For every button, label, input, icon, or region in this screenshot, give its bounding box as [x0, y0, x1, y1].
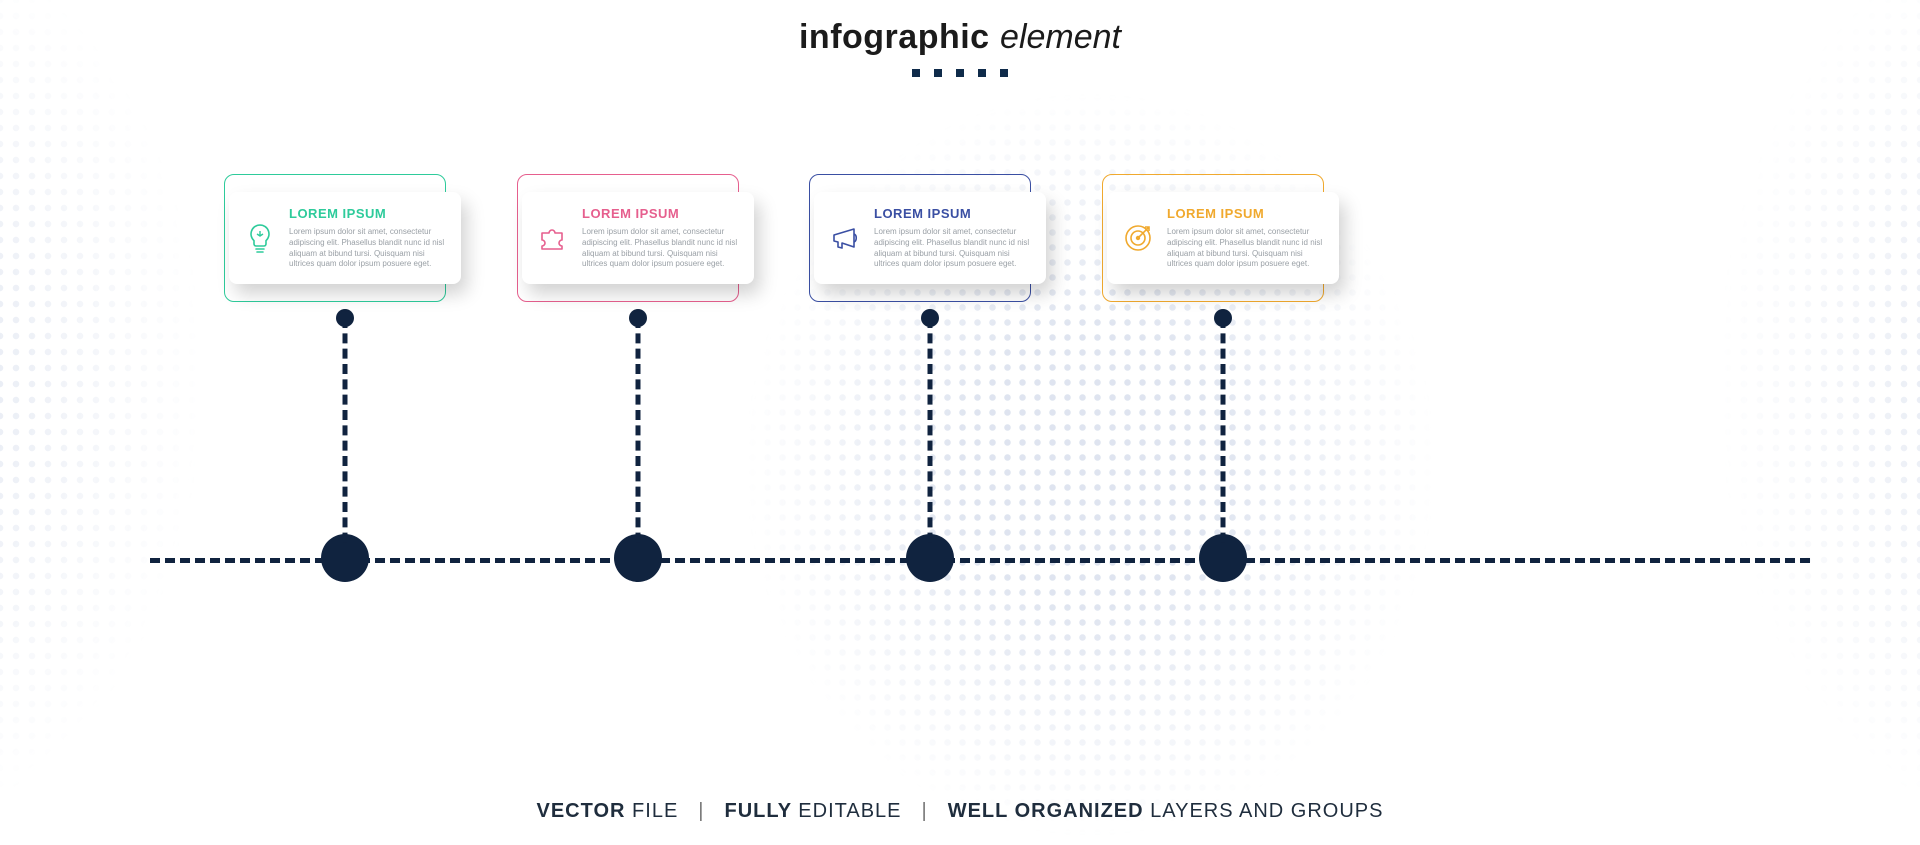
halftone-left: [0, 0, 600, 845]
timeline-axis: [150, 558, 1810, 563]
megaphone-icon: [828, 221, 862, 255]
lightbulb-icon: [243, 221, 277, 255]
footer-seg-thin: EDITABLE: [798, 800, 901, 822]
card-body: LOREM IPSUM Lorem ipsum dolor sit amet, c…: [1107, 192, 1339, 284]
timeline-vlink: [1221, 318, 1226, 558]
header-dot: [934, 69, 942, 77]
timeline-vlink: [928, 318, 933, 558]
card-body-text: Lorem ipsum dolor sit amet, consectetur …: [874, 227, 1030, 270]
card-title: LOREM IPSUM: [582, 206, 738, 221]
footer-seg-bold: VECTOR: [537, 800, 633, 822]
card-title: LOREM IPSUM: [289, 206, 445, 221]
header-dot: [978, 69, 986, 77]
footer-seg-thin: LAYERS AND GROUPS: [1150, 800, 1383, 822]
header-dot: [1000, 69, 1008, 77]
footer-separator: |: [922, 800, 928, 822]
card-body-text: Lorem ipsum dolor sit amet, consectetur …: [289, 227, 445, 270]
halftone-center: [640, 0, 1540, 845]
step-card: LOREM IPSUM Lorem ipsum dolor sit amet, c…: [522, 174, 754, 322]
footer-seg-thin: FILE: [632, 800, 678, 822]
card-body: LOREM IPSUM Lorem ipsum dolor sit amet, c…: [522, 192, 754, 284]
header-dot: [956, 69, 964, 77]
footer-separator: |: [698, 800, 704, 822]
puzzle-icon: [536, 221, 570, 255]
header-title-bold: infographic: [799, 18, 990, 56]
step-card: LOREM IPSUM Lorem ipsum dolor sit amet, c…: [229, 174, 461, 322]
header-decoration-dots: [0, 69, 1920, 77]
step-card: LOREM IPSUM Lorem ipsum dolor sit amet, c…: [814, 174, 1046, 322]
page-footer: VECTOR FILE | FULLY EDITABLE | WELL ORGANIZE…: [0, 800, 1920, 823]
timeline-vlink: [636, 318, 641, 558]
card-body: LOREM IPSUM Lorem ipsum dolor sit amet, c…: [229, 192, 461, 284]
card-title: LOREM IPSUM: [874, 206, 1030, 221]
card-body-text: Lorem ipsum dolor sit amet, consectetur …: [1167, 227, 1323, 270]
target-icon: [1121, 221, 1155, 255]
card-body: LOREM IPSUM Lorem ipsum dolor sit amet, c…: [814, 192, 1046, 284]
footer-seg-bold: FULLY: [725, 800, 799, 822]
halftone-right: [1320, 0, 1920, 845]
step-card: LOREM IPSUM Lorem ipsum dolor sit amet, c…: [1107, 174, 1339, 322]
header-dot: [912, 69, 920, 77]
page-header: infographic element: [0, 18, 1920, 77]
timeline-vlink: [343, 318, 348, 558]
header-title-italic: element: [1000, 18, 1121, 56]
footer-seg-bold: WELL ORGANIZED: [948, 800, 1150, 822]
card-title: LOREM IPSUM: [1167, 206, 1323, 221]
card-body-text: Lorem ipsum dolor sit amet, consectetur …: [582, 227, 738, 270]
